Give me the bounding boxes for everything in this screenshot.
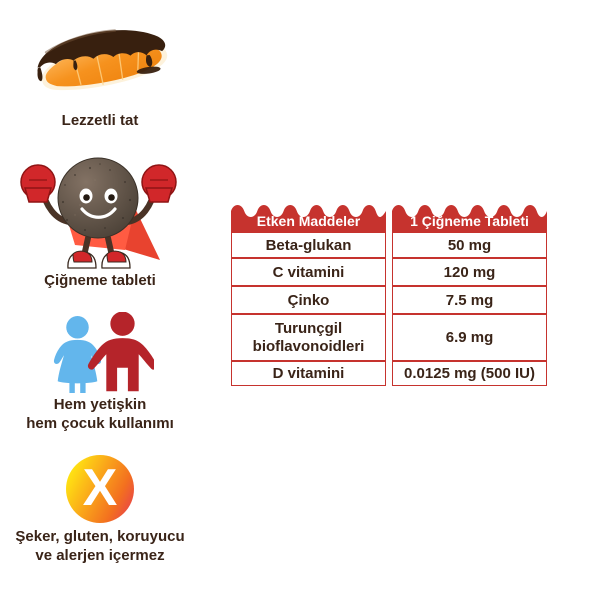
svg-text:X: X xyxy=(83,459,118,517)
